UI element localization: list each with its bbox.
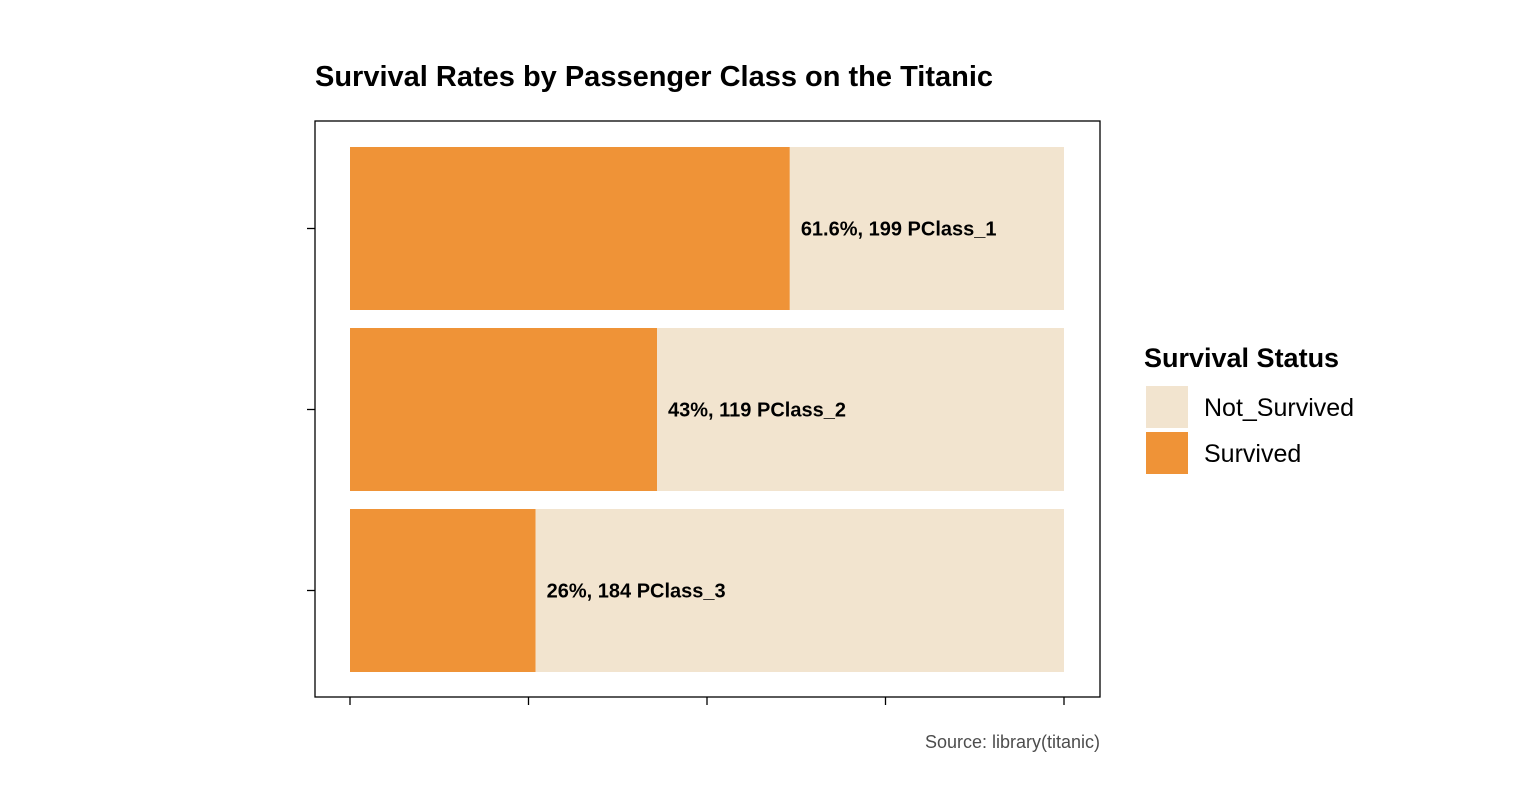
legend: Survival Status Not_Survived Survived bbox=[1144, 343, 1354, 474]
bar-survived-pclass-2 bbox=[350, 328, 658, 491]
legend-label-survived: Survived bbox=[1204, 440, 1301, 468]
bar-labels-group: 61.6%, 199 PClass_1 43%, 119 PClass_2 26%,… bbox=[547, 219, 997, 603]
x-axis-ticks bbox=[349, 697, 1065, 705]
bar-survived-pclass-1 bbox=[350, 147, 790, 310]
bar-label-pclass-2: 43%, 119 PClass_2 bbox=[668, 400, 846, 422]
chart-title: Survival Rates by Passenger Class on the… bbox=[315, 61, 993, 93]
bar-not-survived-pclass-2 bbox=[657, 328, 1064, 491]
bar-label-pclass-3: 26%, 184 PClass_3 bbox=[547, 581, 726, 603]
legend-swatch-survived bbox=[1146, 432, 1188, 474]
y-axis-ticks bbox=[307, 227, 315, 592]
bar-not-survived-pclass-1 bbox=[789, 147, 1064, 310]
legend-swatch-not-survived bbox=[1146, 386, 1188, 428]
bars-group bbox=[350, 147, 1064, 672]
bar-not-survived-pclass-3 bbox=[535, 509, 1064, 672]
chart-caption: Source: library(titanic) bbox=[925, 732, 1100, 752]
legend-title: Survival Status bbox=[1144, 343, 1339, 373]
bar-survived-pclass-3 bbox=[350, 509, 536, 672]
bar-label-pclass-1: 61.6%, 199 PClass_1 bbox=[801, 219, 997, 241]
legend-label-not-survived: Not_Survived bbox=[1204, 394, 1354, 422]
